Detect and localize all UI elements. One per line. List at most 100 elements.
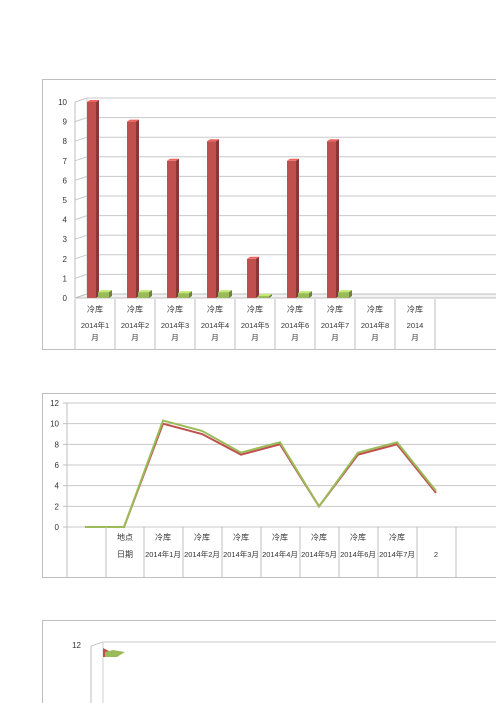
row-header-date: 日期 <box>117 550 133 559</box>
bar-top <box>338 290 352 293</box>
bar-top <box>298 291 312 294</box>
category-month-label: 月 <box>91 333 99 342</box>
category-month-label: 月 <box>291 333 299 342</box>
bar <box>338 292 349 298</box>
bar-top <box>98 290 112 293</box>
y-tick-label: 0 <box>63 294 68 303</box>
bar <box>218 292 229 298</box>
y-tick-label: 4 <box>63 216 68 225</box>
category-date-label: 2014年5 <box>241 320 269 330</box>
y-tick-label: 0 <box>55 523 60 532</box>
bar-side <box>149 290 152 298</box>
category-date-label: 2014年4月 <box>262 549 298 559</box>
category-date-label: 2014年1 <box>81 320 109 330</box>
bar-top <box>87 100 99 102</box>
category-top-label: 冷库 <box>407 304 423 314</box>
category-top-label: 冷库 <box>167 304 183 314</box>
category-date-label: 2014年4 <box>201 320 229 330</box>
category-month-label: 月 <box>171 333 179 342</box>
category-month-label: 月 <box>131 333 139 342</box>
category-top-label: 冷库 <box>389 532 405 542</box>
bar <box>247 258 256 298</box>
y-tick-label: 6 <box>63 176 68 185</box>
y-tick-label: 3 <box>63 235 68 244</box>
bar <box>87 102 96 298</box>
category-date-label: 2014年3月 <box>223 549 259 559</box>
bar-chart-panel: 0 1 2 3 4 5 6 7 8 9 10 冷库 冷库 冷库 冷库 冷库 冷库 冷库 冷库 冷库 2014年1 月 201… <box>42 79 496 350</box>
bar <box>327 141 336 298</box>
gridline-side <box>74 136 88 142</box>
bar-top <box>167 158 179 161</box>
y-tick-label: 9 <box>63 118 68 127</box>
gridline-side <box>74 195 88 201</box>
category-month-label: 月 <box>211 333 219 342</box>
y-tick-label: 12 <box>50 399 59 408</box>
bar-side <box>309 291 312 298</box>
bar <box>98 292 109 298</box>
category-top-label: 冷库 <box>194 532 210 542</box>
y-tick-label: 4 <box>55 482 60 491</box>
category-date-label: 2014年3 <box>161 320 189 330</box>
row-header-location: 地点 <box>117 532 133 542</box>
category-month-label: 月 <box>331 333 339 342</box>
category-date-label: 2014年5月 <box>301 549 337 559</box>
y-tick-label: 2 <box>63 255 68 264</box>
bar <box>258 296 269 298</box>
bar-side <box>136 119 139 298</box>
category-top-label: 冷库 <box>272 532 288 542</box>
series-line <box>85 419 437 528</box>
bar <box>207 141 216 298</box>
bar-top <box>178 291 192 294</box>
y-tick-label: 7 <box>63 157 68 166</box>
bar-top <box>138 290 152 293</box>
bar-side <box>96 100 99 298</box>
category-top-label: 冷库 <box>350 532 366 542</box>
y-tick-label: 8 <box>63 137 68 146</box>
line-chart-panel: 0 2 4 6 8 10 12 地点 日期 冷库 冷库 冷库 冷库 冷库 冷库 冷库 2014年1月 2014年2… <box>42 393 496 578</box>
category-date-label: 2014 <box>407 321 424 330</box>
bar-top <box>258 294 272 297</box>
category-top-label: 冷库 <box>311 532 327 542</box>
bar <box>298 293 309 298</box>
y-tick-label: 8 <box>55 440 60 449</box>
y-tick-label: 10 <box>58 98 67 107</box>
category-date-label: 2014年2 <box>121 320 149 330</box>
category-date-label: 2014年7月 <box>379 549 415 559</box>
series-line <box>85 422 437 528</box>
category-top-label: 冷库 <box>247 304 263 314</box>
y-tick-label: 6 <box>55 461 60 470</box>
category-date-label: 2014年2月 <box>184 549 220 559</box>
y-tick-label: 5 <box>63 196 68 205</box>
category-top-label: 冷库 <box>87 304 103 314</box>
bar-side <box>109 290 112 298</box>
category-date-label: 2014年8 <box>361 320 389 330</box>
category-top-label: 冷库 <box>127 304 143 314</box>
y-tick-label: 10 <box>50 420 59 429</box>
category-date-label: 2014年7 <box>321 320 349 330</box>
gridline-side <box>74 175 88 181</box>
gridline-side <box>74 97 88 103</box>
gridline-side <box>74 254 88 260</box>
bar-side <box>176 158 179 298</box>
category-month-label: 月 <box>371 333 379 342</box>
category-date-label: 2014年6月 <box>340 549 376 559</box>
bar-chart: 0 1 2 3 4 5 6 7 8 9 10 冷库 冷库 冷库 冷库 冷库 冷库 冷库 冷库 冷库 2014年1 月 201… <box>58 97 496 349</box>
category-top-label: 冷库 <box>327 304 343 314</box>
bar-side <box>256 256 259 298</box>
bar-chart-partial-panel: 12 <box>42 620 496 703</box>
bar-top <box>327 139 339 142</box>
bar-side <box>269 294 272 298</box>
category-top-label: 冷库 <box>233 532 249 542</box>
gridline-side <box>90 641 104 647</box>
category-date-label: 2014年6 <box>281 320 309 330</box>
bar-side <box>336 139 339 298</box>
category-month-label: 月 <box>411 333 419 342</box>
partial-bar-chart: 12 <box>72 641 496 703</box>
gridline-side <box>74 215 88 221</box>
bar-side <box>216 139 219 298</box>
bar <box>138 292 149 298</box>
bar <box>178 293 189 298</box>
category-top-label: 冷库 <box>155 532 171 542</box>
bar-side <box>189 291 192 298</box>
